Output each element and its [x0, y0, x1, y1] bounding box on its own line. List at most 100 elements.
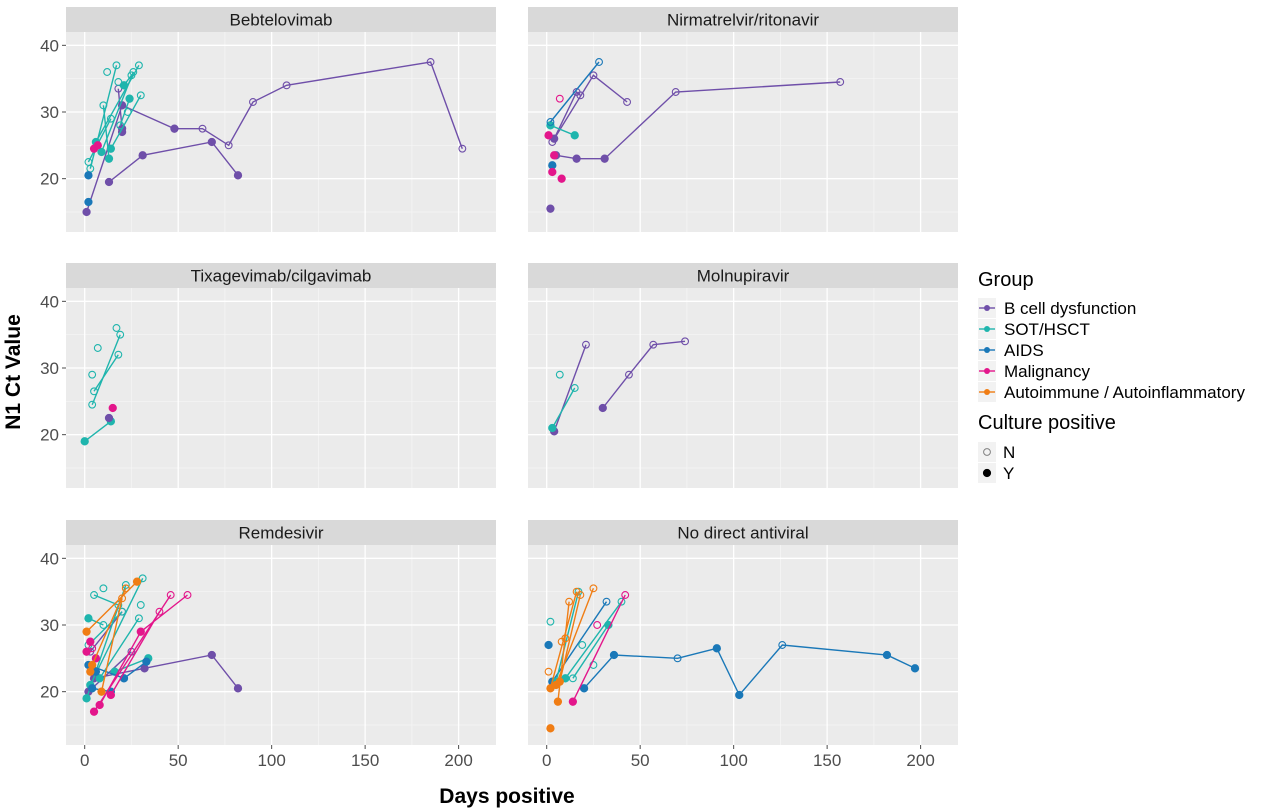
y-tick-label: 20: [40, 170, 59, 189]
culture-negative-point: [546, 617, 555, 626]
x-tick-label: 150: [813, 751, 841, 770]
culture-positive-point: [546, 724, 555, 733]
series-line: [564, 601, 623, 679]
culture-negative-point: [589, 584, 598, 593]
culture-negative-point: [99, 584, 108, 593]
x-tick-label: 200: [444, 751, 472, 770]
panel-title: Molnupiravir: [697, 267, 790, 286]
culture-negative-point: [103, 68, 112, 76]
culture-negative-point: [127, 71, 136, 80]
culture-positive-point: [548, 167, 557, 177]
culture-negative-point: [112, 61, 121, 70]
legend-group-label: AIDS: [1004, 341, 1044, 360]
legend-group-title: Group: [978, 269, 1034, 291]
series-line: [89, 577, 144, 686]
culture-negative-point: [602, 597, 611, 606]
culture-positive-point: [93, 141, 102, 150]
legend-group-label: Autoimmune / Autoinflammatory: [1004, 383, 1245, 402]
culture-positive-point: [579, 684, 589, 693]
culture-positive-point: [568, 697, 578, 706]
legend-culture-label: N: [1003, 443, 1015, 462]
panel-background: [66, 32, 496, 232]
culture-positive-point: [136, 627, 145, 636]
series-line: [87, 651, 132, 693]
culture-negative-point: [121, 584, 130, 593]
culture-negative-point: [617, 597, 626, 606]
culture-positive-point: [108, 403, 117, 413]
culture-positive-point: [82, 694, 91, 703]
culture-negative-point: [198, 124, 207, 133]
series-line: [550, 124, 575, 136]
culture-positive-point: [132, 577, 142, 586]
y-tick-label: 20: [40, 683, 59, 702]
culture-negative-point: [561, 634, 570, 643]
culture-positive-point: [207, 137, 216, 147]
culture-negative-point: [88, 400, 97, 409]
legend-key-background: [978, 442, 996, 462]
culture-negative-point: [112, 324, 121, 332]
series-line: [549, 61, 600, 123]
panel-background: [528, 288, 958, 488]
y-tick-label: 30: [40, 616, 59, 635]
culture-negative-point: [621, 591, 630, 599]
culture-positive-point: [544, 131, 553, 140]
x-tick-label: 200: [906, 751, 934, 770]
legend-hollow-point: [983, 448, 991, 456]
culture-negative-point: [123, 108, 132, 116]
y-tick-label: 30: [40, 103, 59, 122]
culture-negative-point: [93, 344, 102, 352]
series-line: [602, 340, 686, 409]
y-tick-label: 30: [40, 359, 59, 378]
series-line: [100, 598, 123, 692]
panel-background: [66, 545, 496, 745]
x-tick-label: 100: [257, 751, 285, 770]
series-line: [549, 591, 578, 689]
panel-background: [528, 545, 958, 745]
culture-negative-point: [595, 58, 603, 66]
culture-negative-point: [166, 591, 175, 599]
x-tick-label: 100: [719, 751, 747, 770]
legend-key-point: [984, 368, 990, 374]
series-line: [555, 591, 580, 682]
series-line: [110, 94, 142, 150]
culture-negative-point: [136, 91, 145, 100]
culture-positive-point: [84, 197, 93, 207]
x-tick-label: 0: [542, 751, 551, 770]
series-line: [108, 141, 239, 183]
strip-background: [528, 263, 958, 288]
culture-negative-point: [570, 384, 579, 392]
culture-negative-point: [155, 607, 164, 616]
culture-positive-point: [910, 664, 920, 673]
culture-negative-point: [134, 614, 143, 623]
series-line: [551, 74, 628, 143]
series-line: [95, 64, 140, 143]
culture-negative-point: [544, 667, 553, 676]
culture-positive-point: [97, 147, 106, 157]
culture-negative-point: [88, 370, 97, 379]
culture-negative-point: [90, 591, 98, 599]
culture-positive-point: [557, 174, 566, 183]
y-tick-label: 40: [40, 292, 59, 311]
culture-negative-point: [673, 654, 682, 663]
y-tick-label: 20: [40, 426, 59, 445]
series-line: [583, 644, 916, 697]
series-line: [557, 601, 570, 702]
series-line: [119, 98, 131, 126]
culture-positive-point: [106, 144, 116, 153]
culture-positive-point: [550, 151, 559, 160]
culture-negative-point: [134, 61, 143, 70]
culture-negative-point: [576, 591, 585, 599]
panel-title: No direct antiviral: [677, 524, 808, 543]
culture-positive-point: [86, 637, 95, 646]
series-line: [551, 387, 576, 429]
culture-positive-point: [82, 627, 91, 636]
series-line: [572, 624, 609, 679]
culture-positive-point: [82, 207, 91, 217]
series-line: [553, 344, 587, 432]
culture-positive-point: [95, 674, 104, 683]
panel-background: [66, 288, 496, 488]
culture-positive-point: [138, 151, 147, 160]
culture-positive-point: [207, 650, 216, 660]
culture-negative-point: [183, 591, 192, 599]
legend-group-label: SOT/HSCT: [1004, 320, 1090, 339]
